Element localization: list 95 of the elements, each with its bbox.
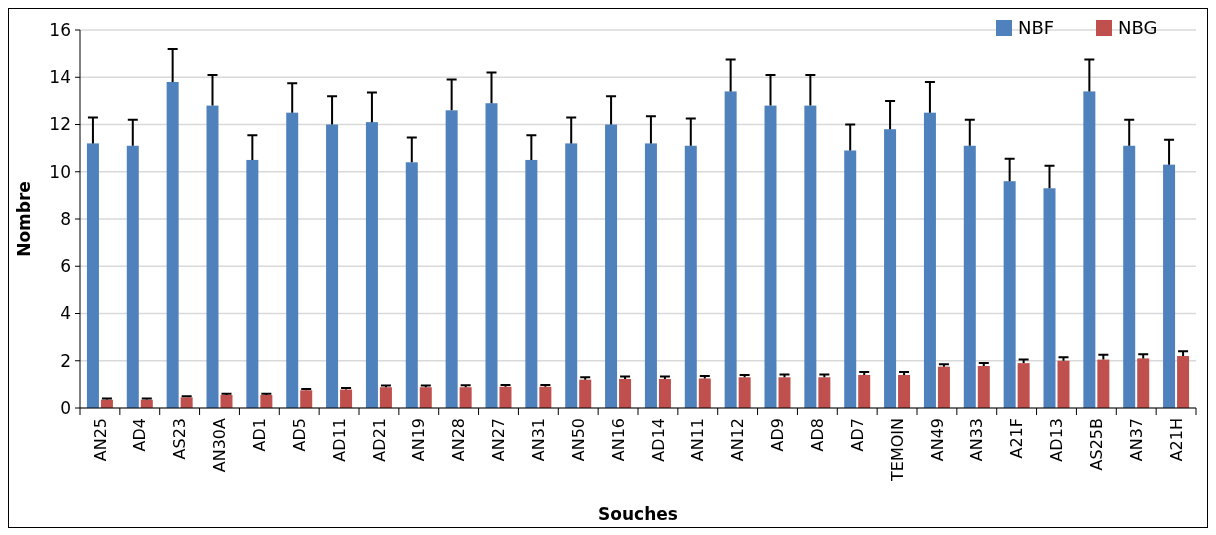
bar xyxy=(1083,91,1096,408)
x-tick-label: AN28 xyxy=(449,418,469,462)
bar xyxy=(220,395,233,408)
x-tick-label: AN30A xyxy=(210,417,230,473)
x-tick-label: AD11 xyxy=(329,418,349,462)
bar xyxy=(340,389,353,408)
y-tick-label: 16 xyxy=(49,19,71,40)
bar xyxy=(539,386,552,408)
bar xyxy=(605,124,618,408)
bar xyxy=(180,397,193,408)
bar xyxy=(963,145,976,408)
x-tick-label: AN19 xyxy=(409,418,429,462)
x-tick-label: AN27 xyxy=(489,418,509,462)
bar xyxy=(764,105,777,408)
bar xyxy=(126,145,139,408)
bar xyxy=(1177,356,1190,408)
y-tick-label: 0 xyxy=(60,397,71,418)
bar xyxy=(778,377,791,408)
bar xyxy=(525,159,538,408)
y-tick-label: 12 xyxy=(49,114,71,135)
bar xyxy=(166,81,179,408)
bar xyxy=(898,374,911,408)
y-tick-label: 14 xyxy=(49,67,71,88)
y-tick-label: 6 xyxy=(60,256,71,277)
bar xyxy=(365,122,378,408)
bar xyxy=(884,129,897,408)
x-tick-label: AD4 xyxy=(130,418,150,452)
y-tick-label: 2 xyxy=(60,350,71,371)
x-tick-label: AN31 xyxy=(528,418,548,462)
bar xyxy=(499,386,512,408)
bar xyxy=(644,143,657,408)
legend-label: NBG xyxy=(1118,17,1158,39)
bar xyxy=(579,379,592,408)
x-tick-label: AS25B xyxy=(1086,418,1106,471)
bar xyxy=(286,112,299,408)
x-tick-label: AD7 xyxy=(847,418,867,452)
x-tick-label: AD1 xyxy=(249,418,269,452)
bar xyxy=(246,159,259,408)
bar xyxy=(260,395,273,408)
bar xyxy=(206,105,219,408)
bar xyxy=(1123,145,1136,408)
x-tick-label: AN49 xyxy=(927,418,947,462)
x-tick-label: AD13 xyxy=(1047,418,1067,462)
bar xyxy=(937,366,950,408)
x-tick-label: AD14 xyxy=(648,418,668,462)
x-tick-label: AN16 xyxy=(608,418,628,462)
bar xyxy=(419,387,432,408)
bar xyxy=(1137,358,1150,408)
x-tick-label: A21H xyxy=(1166,418,1186,462)
bar xyxy=(1017,363,1030,408)
y-tick-label: 10 xyxy=(49,161,71,182)
x-tick-label: AN50 xyxy=(568,418,588,462)
bar xyxy=(698,378,711,408)
bar xyxy=(405,162,418,408)
bar xyxy=(1057,360,1070,408)
x-tick-label: TEMOIN xyxy=(887,418,907,482)
bar xyxy=(445,110,458,408)
bar xyxy=(1163,164,1176,408)
bar xyxy=(804,105,817,408)
bar xyxy=(923,112,936,408)
bar xyxy=(738,377,751,408)
y-tick-label: 8 xyxy=(60,208,71,229)
bar xyxy=(1003,181,1016,408)
bar xyxy=(565,143,578,408)
bar xyxy=(379,387,392,408)
bar xyxy=(1097,359,1110,408)
bar xyxy=(485,103,498,408)
x-tick-label: AN33 xyxy=(967,418,987,462)
x-tick-label: AD21 xyxy=(369,418,389,462)
bar xyxy=(619,378,632,408)
x-tick-label: AN12 xyxy=(728,418,748,462)
y-axis-title: Nombre xyxy=(14,181,34,257)
legend-label: NBF xyxy=(1018,17,1055,39)
bar xyxy=(658,378,671,408)
bar xyxy=(459,387,472,408)
bar xyxy=(844,150,857,408)
x-axis-title: Souches xyxy=(598,504,678,524)
bar xyxy=(724,91,737,408)
bar xyxy=(1043,188,1056,408)
y-tick-label: 4 xyxy=(60,303,71,324)
bar xyxy=(858,374,871,408)
bar xyxy=(86,143,99,408)
bar xyxy=(684,145,697,408)
x-tick-label: AN37 xyxy=(1126,418,1146,462)
bar xyxy=(977,365,990,408)
bar xyxy=(326,124,339,408)
x-tick-label: AN25 xyxy=(90,418,110,462)
bar xyxy=(818,377,831,408)
bar xyxy=(300,390,313,408)
x-tick-label: AD8 xyxy=(807,418,827,452)
x-tick-label: AD9 xyxy=(768,418,788,452)
x-tick-label: AS23 xyxy=(170,418,190,460)
x-tick-label: AD5 xyxy=(289,418,309,452)
x-tick-label: A21F xyxy=(1007,418,1027,459)
x-tick-label: AN11 xyxy=(688,418,708,462)
